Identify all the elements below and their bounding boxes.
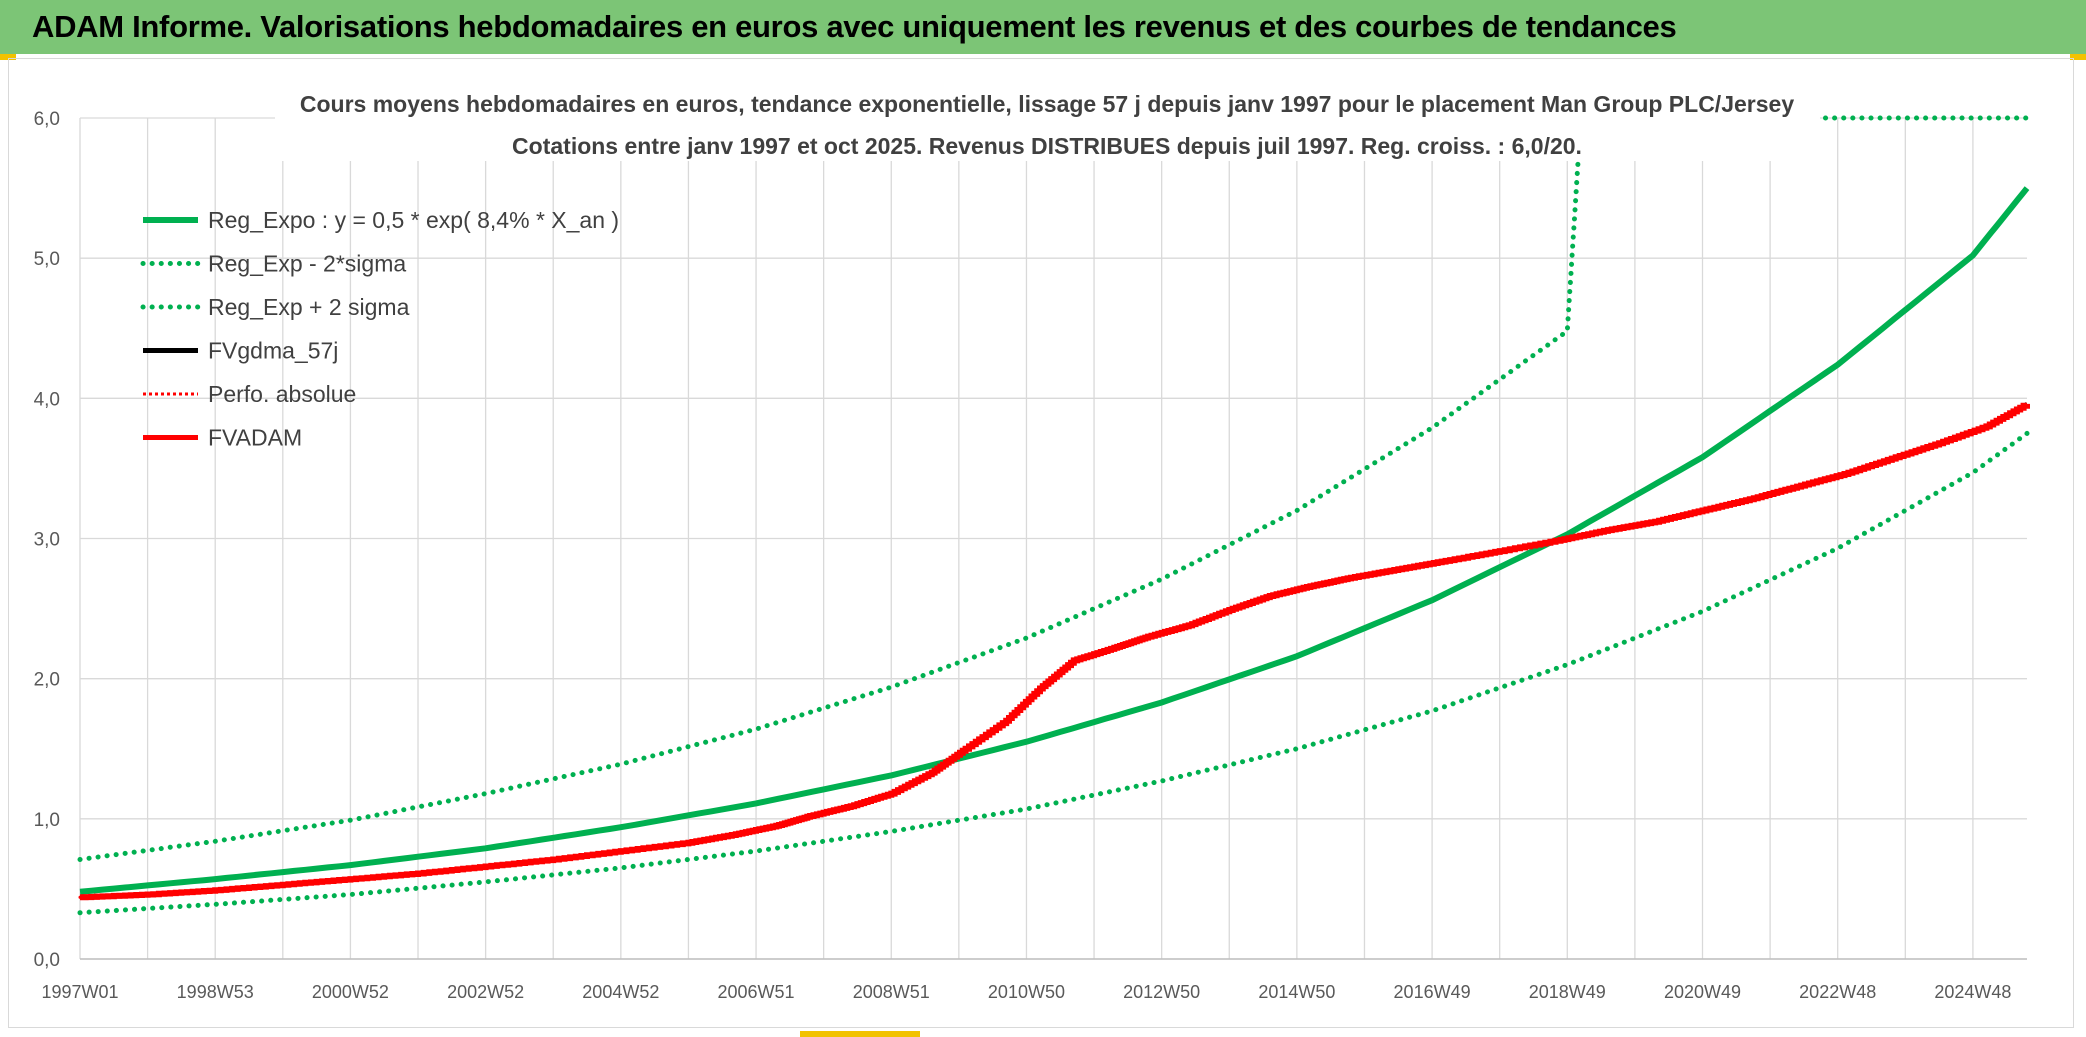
x-tick-label: 2010W50	[988, 982, 1065, 1002]
legend-label-3: FVgdma_57j	[208, 338, 338, 364]
title-background	[275, 95, 1820, 161]
x-tick-label: 2006W51	[718, 982, 795, 1002]
corner-mark-right	[2070, 54, 2086, 60]
chart-subtitle: Cotations entre janv 1997 et oct 2025. R…	[512, 133, 1582, 159]
x-tick-label: 2004W52	[582, 982, 659, 1002]
legend-label-1: Reg_Exp - 2*sigma	[208, 251, 406, 277]
x-tick-label: 1997W01	[41, 982, 118, 1002]
corner-mark-left	[0, 54, 16, 60]
legend-label-2: Reg_Exp + 2 sigma	[208, 294, 410, 320]
y-tick-label: 3,0	[34, 530, 60, 551]
series-layer	[77, 115, 2030, 916]
x-tick-label: 2012W50	[1123, 982, 1200, 1002]
y-tick-label: 2,0	[34, 670, 60, 691]
y-tick-label: 1,0	[34, 810, 60, 831]
bottom-mark	[800, 1031, 920, 1037]
series-line-1	[77, 430, 2030, 916]
legend-label-5: FVADAM	[208, 425, 302, 451]
legend: Reg_Expo : y = 0,5 * exp( 8,4% * X_an ) R…	[140, 207, 619, 451]
legend-label-0: Reg_Expo : y = 0,5 * exp( 8,4% * X_an )	[208, 207, 619, 233]
x-tick-label: 2000W52	[312, 982, 389, 1002]
report-header: ADAM Informe. Valorisations hebdomadaire…	[0, 0, 2086, 54]
y-tick-label: 6,0	[34, 109, 60, 130]
x-tick-label: 2022W48	[1799, 982, 1876, 1002]
series-line-0	[79, 186, 2030, 895]
axes: 0,0 1,0 2,0 3,0 4,0 5,0 6,0 1997W01 1998W53 2000W…	[34, 109, 2027, 1002]
x-tick-label: 2008W51	[853, 982, 930, 1002]
series-line-3	[79, 402, 2028, 900]
x-tick-label: 2024W48	[1934, 982, 2011, 1002]
x-tick-label: 1998W53	[177, 982, 254, 1002]
x-tick-label: 2020W49	[1664, 982, 1741, 1002]
report-title: ADAM Informe. Valorisations hebdomadaire…	[32, 9, 1677, 44]
y-tick-label: 0,0	[34, 950, 60, 971]
series-line-2	[77, 115, 2030, 862]
x-tick-label: 2018W49	[1529, 982, 1606, 1002]
chart-frame	[8, 58, 2074, 1028]
series-line-4	[78, 402, 2029, 899]
y-tick-label: 5,0	[34, 249, 60, 270]
x-tick-label: 2014W50	[1258, 982, 1335, 1002]
x-tick-label: 2016W49	[1394, 982, 1471, 1002]
x-tick-label: 2002W52	[447, 982, 524, 1002]
series-line-5	[80, 402, 2030, 901]
chart-title: Cours moyens hebdomadaires en euros, ten…	[300, 91, 1794, 117]
y-tick-label: 4,0	[34, 389, 60, 410]
grid	[79, 117, 2027, 960]
legend-label-4: Perfo. absolue	[208, 381, 356, 407]
